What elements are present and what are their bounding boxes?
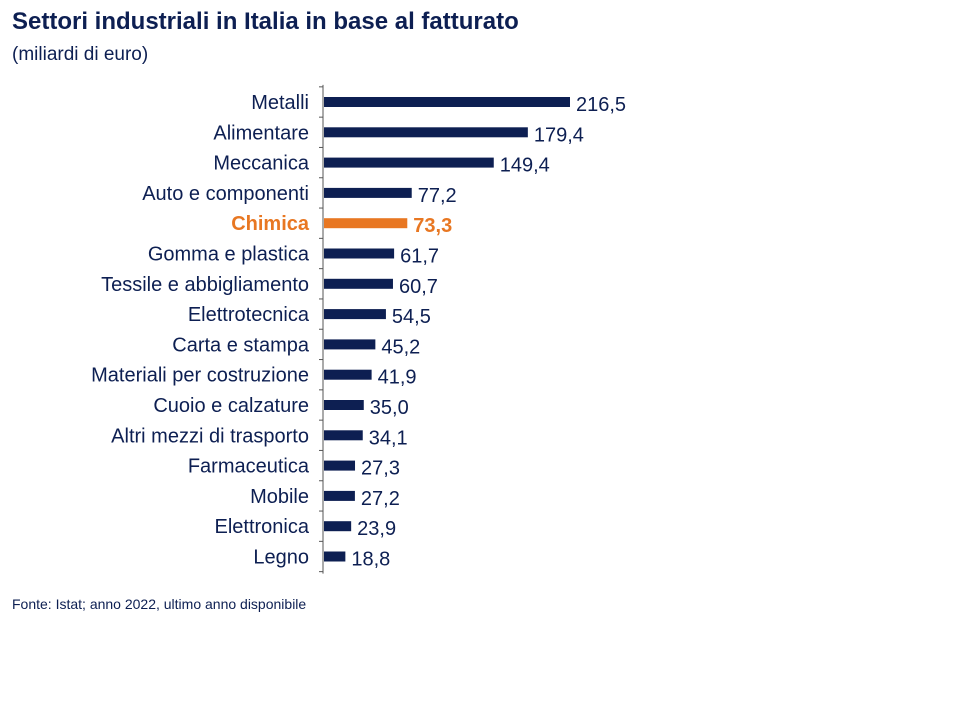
value-label: 41,9 bbox=[378, 367, 417, 389]
category-label: Mobile bbox=[250, 486, 309, 508]
value-label: 18,8 bbox=[351, 549, 390, 571]
category-label: Carta e stampa bbox=[172, 334, 310, 356]
bar bbox=[324, 339, 376, 350]
value-label: 216,5 bbox=[576, 94, 626, 116]
category-label: Gomma e plastica bbox=[148, 244, 310, 266]
value-label: 61,7 bbox=[400, 246, 439, 268]
bar bbox=[324, 127, 528, 138]
category-label: Materiali per costruzione bbox=[91, 365, 309, 387]
value-label: 27,2 bbox=[361, 488, 400, 510]
value-label: 35,0 bbox=[370, 397, 409, 419]
value-label: 77,2 bbox=[418, 185, 457, 207]
chart-title: Settori industriali in Italia in base al… bbox=[12, 8, 519, 35]
category-label: Tessile e abbigliamento bbox=[101, 274, 309, 296]
category-label: Farmaceutica bbox=[188, 456, 310, 478]
bar bbox=[324, 400, 364, 410]
category-label: Auto e componenti bbox=[142, 183, 309, 205]
chart-source-note: Fonte: Istat; anno 2022, ultimo anno dis… bbox=[12, 596, 307, 612]
bar-chart: Metalli 216,5 Alimentare 179,4 Meccanica 149,… bbox=[91, 84, 626, 574]
value-label: 45,2 bbox=[381, 336, 420, 358]
value-label: 73,3 bbox=[413, 215, 452, 237]
category-label: Chimica bbox=[231, 213, 310, 235]
value-label: 149,4 bbox=[500, 155, 550, 177]
chart-subtitle: (miliardi di euro) bbox=[12, 44, 149, 65]
bar bbox=[324, 278, 393, 289]
bar bbox=[324, 218, 408, 229]
category-label: Altri mezzi di trasporto bbox=[111, 425, 309, 447]
value-label: 23,9 bbox=[357, 518, 396, 540]
bar bbox=[324, 309, 386, 320]
bar bbox=[324, 551, 346, 562]
category-label: Elettrotecnica bbox=[188, 304, 310, 326]
bar bbox=[324, 521, 352, 532]
value-label: 60,7 bbox=[399, 276, 438, 298]
bar bbox=[324, 97, 570, 107]
category-label: Meccanica bbox=[213, 153, 309, 175]
bar bbox=[324, 248, 395, 259]
category-label: Metalli bbox=[251, 92, 309, 114]
bar bbox=[324, 460, 356, 471]
bar bbox=[324, 430, 363, 441]
category-label: Elettronica bbox=[215, 516, 310, 538]
value-label: 179,4 bbox=[534, 124, 584, 146]
bar bbox=[324, 490, 355, 501]
value-label: 27,3 bbox=[361, 458, 400, 480]
value-label: 54,5 bbox=[392, 306, 431, 328]
value-label: 34,1 bbox=[369, 427, 408, 449]
category-label: Cuoio e calzature bbox=[153, 395, 309, 417]
bar bbox=[324, 187, 412, 198]
category-label: Legno bbox=[253, 547, 309, 569]
bar bbox=[324, 369, 372, 380]
category-label: Alimentare bbox=[213, 122, 309, 144]
bar bbox=[324, 157, 494, 168]
